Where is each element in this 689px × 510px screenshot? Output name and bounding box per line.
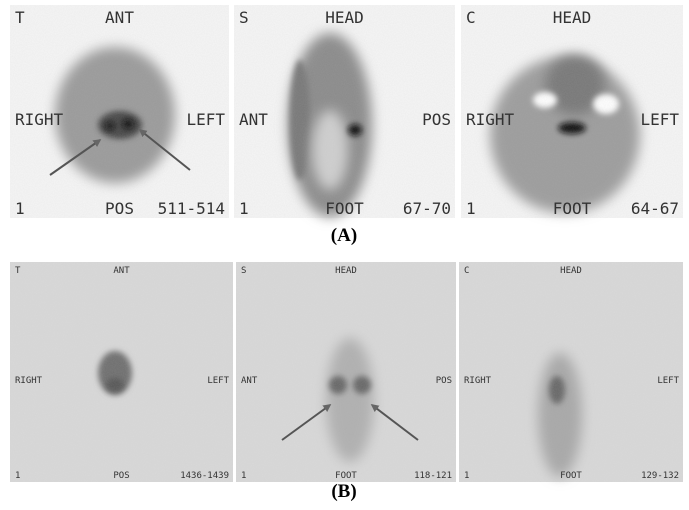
scan-view: T ANT RIGHT LEFT 1 POS 511-514 bbox=[10, 5, 229, 218]
scan-view: S HEAD ANT POS 1 FOOT 118-121 bbox=[236, 262, 456, 482]
scan-view: T ANT RIGHT LEFT 1 POS 1436-1439 bbox=[10, 262, 233, 482]
slice-range: 1436-1439 bbox=[180, 471, 229, 481]
orientation-label: LEFT bbox=[186, 110, 225, 129]
slice-range: 118-121 bbox=[414, 471, 452, 481]
orientation-label: S bbox=[239, 8, 249, 27]
slice-label: 1 bbox=[239, 199, 249, 218]
orientation-label: FOOT bbox=[325, 199, 364, 218]
scan-noise bbox=[461, 5, 683, 218]
slice-range: 64-67 bbox=[631, 199, 679, 218]
orientation-label: LEFT bbox=[657, 376, 679, 386]
arrow bbox=[49, 139, 102, 176]
slice-label: 1 bbox=[241, 471, 246, 481]
orientation-label: HEAD bbox=[335, 266, 357, 276]
orientation-label: POS bbox=[113, 471, 129, 481]
orientation-label: FOOT bbox=[335, 471, 357, 481]
orientation-label: ANT bbox=[113, 266, 130, 276]
scan-view: C HEAD RIGHT LEFT 1 FOOT 129-132 bbox=[459, 262, 683, 482]
slice-range: 129-132 bbox=[641, 471, 679, 481]
orientation-label: LEFT bbox=[207, 376, 229, 386]
orientation-label: RIGHT bbox=[15, 110, 64, 129]
orientation-label: ANT bbox=[241, 376, 258, 386]
orientation-label: FOOT bbox=[553, 199, 592, 218]
orientation-label: POS bbox=[422, 110, 451, 129]
orientation-label: RIGHT bbox=[466, 110, 515, 129]
orientation-label: LEFT bbox=[640, 110, 679, 129]
scan-noise bbox=[459, 262, 683, 482]
orientation-label: RIGHT bbox=[15, 376, 43, 386]
panel-caption: (B) bbox=[331, 481, 356, 502]
slice-range: 67-70 bbox=[403, 199, 451, 218]
orientation-label: S bbox=[241, 266, 246, 276]
scan-view: C HEAD RIGHT LEFT 1 FOOT 64-67 bbox=[461, 5, 683, 218]
orientation-label: T bbox=[15, 8, 25, 27]
arrow bbox=[138, 129, 191, 171]
scan-noise bbox=[10, 5, 229, 218]
orientation-label: HEAD bbox=[325, 8, 364, 27]
arrow bbox=[281, 404, 332, 441]
slice-label: 1 bbox=[15, 199, 25, 218]
slice-range: 511-514 bbox=[158, 199, 225, 218]
orientation-label: ANT bbox=[105, 8, 134, 27]
slice-label: 1 bbox=[15, 471, 20, 481]
scan-view: S HEAD ANT POS 1 FOOT 67-70 bbox=[234, 5, 455, 218]
arrow bbox=[370, 404, 419, 441]
orientation-label: C bbox=[464, 266, 469, 276]
orientation-label: T bbox=[15, 266, 21, 276]
orientation-label: HEAD bbox=[560, 266, 582, 276]
slice-label: 1 bbox=[464, 471, 469, 481]
slice-label: 1 bbox=[466, 199, 476, 218]
orientation-label: HEAD bbox=[553, 8, 592, 27]
orientation-label: POS bbox=[436, 376, 452, 386]
orientation-label: ANT bbox=[239, 110, 268, 129]
scan-noise bbox=[234, 5, 455, 218]
orientation-label: C bbox=[466, 8, 476, 27]
orientation-label: FOOT bbox=[560, 471, 582, 481]
orientation-label: POS bbox=[105, 199, 134, 218]
scan-noise bbox=[236, 262, 456, 482]
panel-caption: (A) bbox=[331, 225, 357, 246]
orientation-label: RIGHT bbox=[464, 376, 492, 386]
scan-noise bbox=[10, 262, 233, 482]
